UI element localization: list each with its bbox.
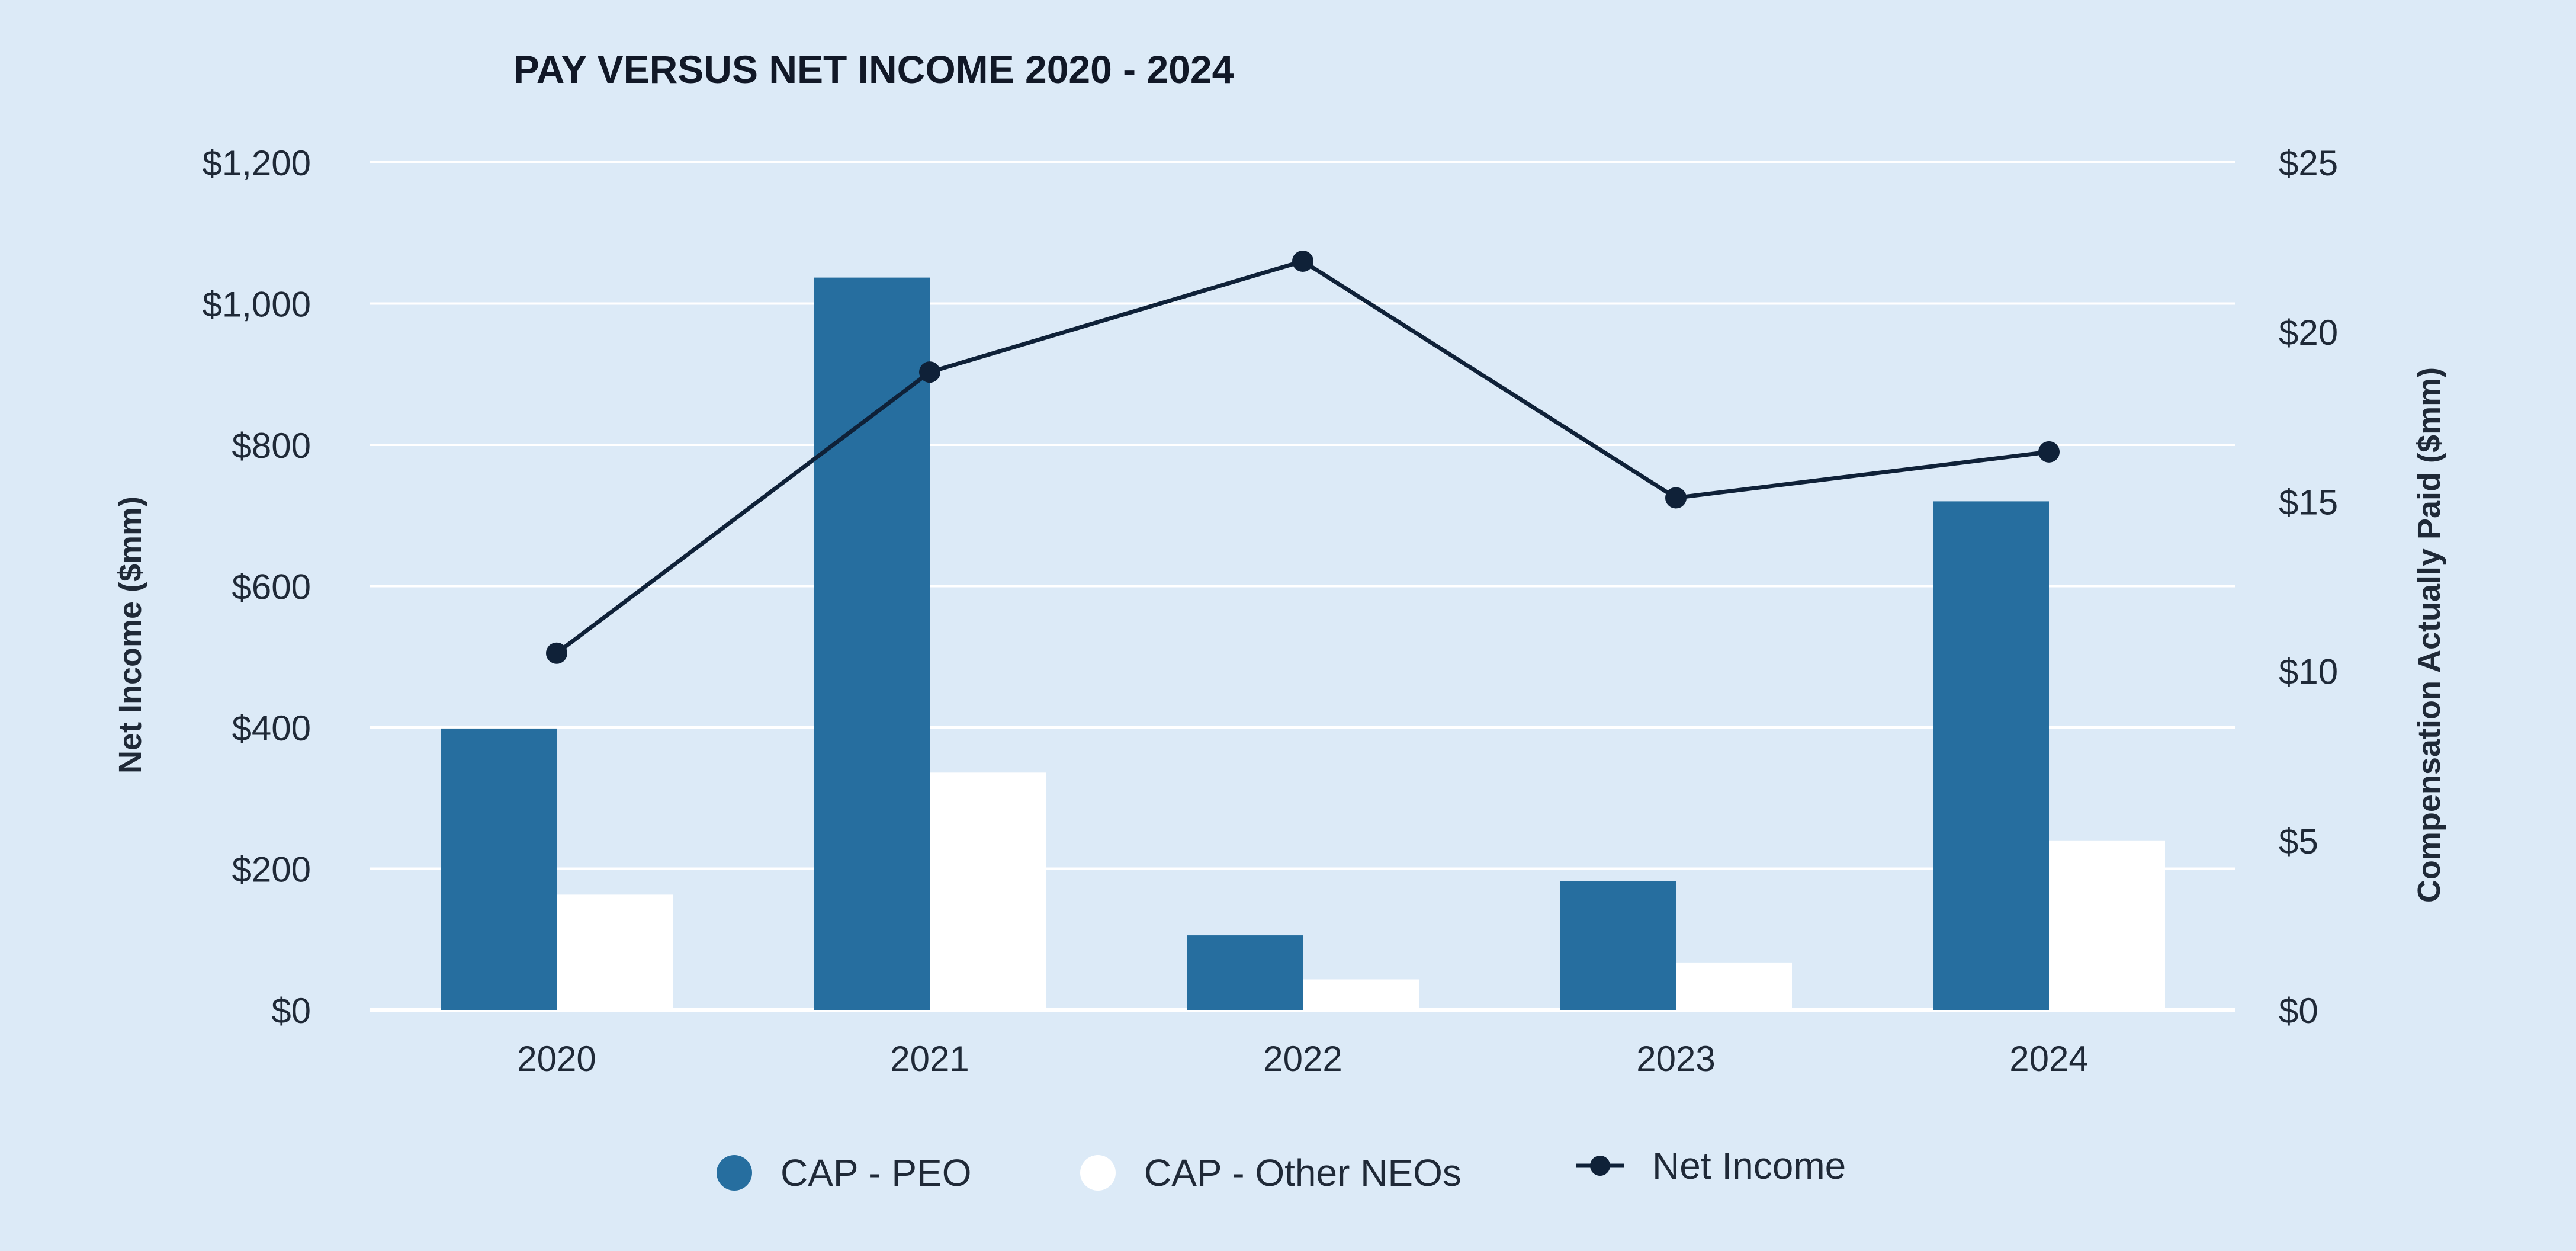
right-axis-tick-label: $0 [2279, 991, 2318, 1031]
right-axis: $0 $5 $10 $15 $20 $25 [2279, 143, 2338, 1031]
x-axis-tick-label: 2020 [517, 1039, 596, 1079]
right-axis-tick-label: $5 [2279, 822, 2318, 861]
left-axis-tick-label: $800 [232, 426, 311, 466]
left-axis-tick-label: $1,200 [202, 143, 311, 183]
bar-cap-other-neos [557, 894, 673, 1010]
bar-cap-peo [1560, 881, 1676, 1010]
left-axis-tick-label: $400 [232, 708, 311, 748]
legend: CAP - PEO CAP - Other NEOs Net Income [717, 1144, 1846, 1194]
bar-cap-peo [814, 277, 930, 1011]
x-axis: 2020 2021 2022 2023 2024 [517, 1039, 2088, 1079]
left-axis-tick-label: $600 [232, 567, 311, 607]
net-income-point [919, 361, 940, 383]
bars [441, 277, 2165, 1011]
right-axis-title: Compensation Actually Paid ($mm) [2411, 367, 2447, 903]
legend-label-cap-peo: CAP - PEO [780, 1151, 971, 1194]
legend-swatch-cap-other-neos [1080, 1155, 1116, 1191]
right-axis-tick-label: $25 [2279, 143, 2338, 183]
bar-cap-other-neos [930, 772, 1046, 1010]
left-axis: $0 $200 $400 $600 $800 $1,000 $1,200 [202, 143, 311, 1031]
bar-cap-other-neos [1676, 962, 1792, 1010]
net-income-line-group [546, 250, 2060, 664]
net-income-point [1665, 487, 1687, 509]
net-income-point [2038, 441, 2060, 463]
x-axis-tick-label: 2021 [890, 1039, 969, 1079]
net-income-point [1292, 250, 1313, 272]
left-axis-title: Net Income ($mm) [113, 496, 148, 774]
left-axis-tick-label: $1,000 [202, 285, 311, 325]
bar-cap-other-neos [2049, 840, 2165, 1010]
net-income-point [546, 642, 567, 664]
bar-cap-other-neos [1303, 979, 1419, 1010]
x-axis-tick-label: 2023 [1636, 1039, 1715, 1079]
left-axis-tick-label: $0 [271, 991, 311, 1031]
right-axis-tick-label: $15 [2279, 482, 2338, 522]
bar-cap-peo [1187, 935, 1303, 1010]
legend-label-cap-other-neos: CAP - Other NEOs [1144, 1151, 1462, 1194]
right-axis-tick-label: $20 [2279, 313, 2338, 352]
right-axis-tick-label: $10 [2279, 652, 2338, 692]
left-axis-tick-label: $200 [232, 850, 311, 890]
bar-cap-peo [1933, 501, 2049, 1010]
gridlines [370, 161, 2235, 1012]
legend-label-net-income: Net Income [1652, 1144, 1846, 1187]
x-axis-tick-label: 2022 [1263, 1039, 1342, 1079]
legend-swatch-net-income-dot [1590, 1156, 1610, 1176]
chart-title: PAY VERSUS NET INCOME 2020 - 2024 [513, 47, 1234, 91]
net-income-line [555, 259, 2050, 655]
bar-cap-peo [441, 728, 557, 1010]
x-axis-tick-label: 2024 [2009, 1039, 2088, 1079]
legend-swatch-cap-peo [717, 1155, 752, 1191]
